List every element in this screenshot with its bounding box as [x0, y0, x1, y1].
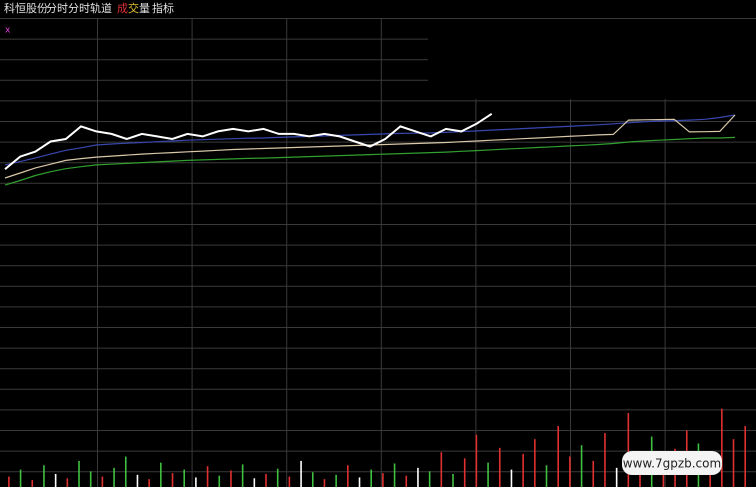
series-line [4, 114, 736, 166]
volume-tab[interactable]: 成 [117, 2, 128, 15]
stock-name[interactable]: 科恒股份 [4, 1, 48, 15]
volume-bar [569, 456, 571, 487]
volume-bar [487, 462, 489, 487]
volume-bar [744, 426, 747, 487]
volume-bar [347, 465, 349, 487]
watermark-box [622, 451, 722, 475]
volume-bar [417, 467, 419, 487]
volume-bar [101, 476, 104, 487]
volume-bar [160, 462, 162, 487]
volume-bar [148, 479, 150, 487]
volume-bar [721, 408, 723, 487]
volume-bar [253, 478, 256, 487]
volume-bar [288, 476, 291, 487]
plot [4, 112, 747, 487]
volume-bar [300, 460, 302, 487]
volume-bar [522, 453, 524, 487]
volume-bar [428, 471, 431, 487]
volume-bar [323, 479, 326, 487]
volume-bar [78, 460, 80, 487]
watermark: www.7gpzb.com [623, 457, 721, 471]
volume-bar [276, 468, 279, 487]
volume-bar [393, 463, 396, 487]
volume-bar [382, 473, 384, 487]
volume-bar [440, 452, 443, 487]
volume-bar [604, 433, 606, 487]
volume-bar [124, 456, 127, 487]
volume-bar [265, 473, 267, 487]
volume-bar [475, 434, 478, 487]
series-line [4, 114, 736, 179]
volume-bar [195, 477, 197, 487]
volume-bar [732, 439, 735, 487]
volume-bar [370, 469, 373, 487]
volume-bar [31, 480, 34, 487]
volume-bar [183, 469, 186, 487]
volume-tab[interactable]: 交 [128, 1, 139, 15]
volume-bar [19, 469, 22, 487]
volume-bar [241, 464, 244, 487]
series-line [4, 136, 736, 186]
volume-bar [171, 473, 174, 487]
volume-bar [54, 473, 57, 487]
volume-bar [557, 426, 560, 487]
volume-bar [592, 460, 595, 487]
volume-bar [463, 458, 466, 487]
volume-bar [510, 469, 513, 487]
volume-tab[interactable]: 量 [139, 2, 150, 15]
volume-bar [230, 470, 232, 487]
volume-bar [113, 467, 115, 487]
volume-bar [206, 466, 209, 487]
marker: x [5, 26, 11, 36]
volume-bar [8, 476, 10, 487]
volume-bar [580, 445, 583, 487]
volume-bar [534, 439, 536, 487]
volume-bar [627, 413, 630, 487]
volume-bar [136, 474, 139, 487]
volume-bar [452, 473, 454, 487]
volume-bar [43, 465, 45, 487]
volume-bar [66, 478, 69, 487]
tab[interactable]: 分时轨道 [68, 1, 112, 15]
volume-bar [545, 465, 548, 487]
volume-bar [335, 474, 337, 487]
volume-bar [405, 475, 408, 487]
volume-bar [498, 447, 501, 487]
volume-bar [89, 471, 92, 487]
indicator-tab[interactable]: 指标 [152, 1, 174, 15]
volume-bar [311, 472, 314, 487]
series-line [4, 112, 493, 170]
tab[interactable]: 分时 [46, 2, 68, 15]
blank-area [428, 19, 756, 99]
volume-bar [218, 475, 221, 487]
volume-bar [615, 467, 618, 487]
volume-bar [358, 477, 361, 487]
